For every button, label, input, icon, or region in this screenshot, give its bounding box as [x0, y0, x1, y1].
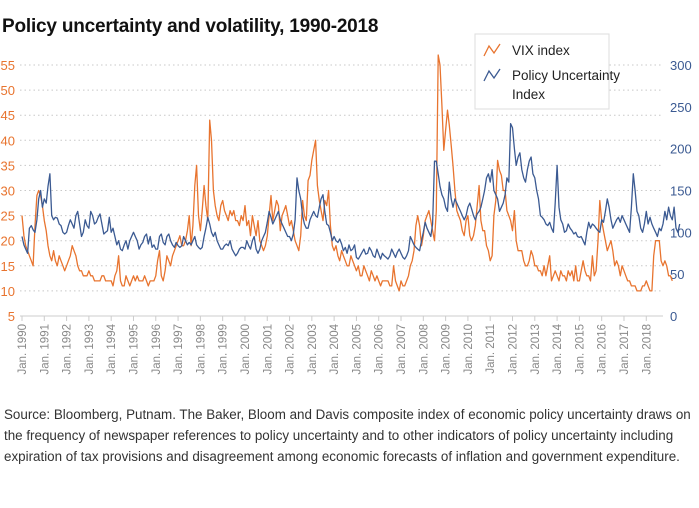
source-note: Source: Bloomberg, Putnam. The Baker, Bl… [4, 407, 691, 464]
left-axis: 5 10 15 20 25 30 35 40 45 50 55 [1, 58, 15, 324]
policy-legend-icon [483, 68, 501, 82]
x-tick-label: Jan. 1999 [218, 324, 230, 375]
right-tick-label: 0 [670, 309, 677, 324]
x-tick-label: Jan. 2012 [508, 324, 520, 375]
legend-label-policy-line2: Index [512, 87, 545, 102]
x-tick-label: Jan. 1998 [195, 324, 207, 375]
x-tick-label: Jan. 2010 [463, 324, 475, 375]
x-tick-label: Jan. 2006 [374, 324, 386, 375]
x-tick-label: Jan. 2007 [396, 324, 408, 375]
legend-label-vix: VIX index [512, 43, 570, 58]
x-tick-label: Jan. 2000 [240, 324, 252, 375]
left-tick-label: 35 [1, 158, 15, 173]
x-axis: Jan. 1990 Jan. 1991 Jan. 1992 Jan. 1993 Jan.… [17, 315, 663, 375]
x-tick-label: Jan. 2009 [441, 324, 453, 375]
right-tick-label: 50 [670, 267, 684, 282]
x-tick-label: Jan. 2001 [262, 324, 274, 375]
left-tick-label: 55 [1, 58, 15, 73]
left-tick-label: 10 [1, 284, 15, 299]
left-tick-label: 15 [1, 259, 15, 274]
left-tick-label: 20 [1, 234, 15, 249]
left-tick-label: 25 [1, 209, 15, 224]
x-tick-label: Jan. 1996 [151, 324, 163, 375]
x-tick-label: Jan. 2018 [641, 324, 653, 375]
series-lines [21, 54, 681, 292]
policy-uncertainty-series-line [21, 122, 681, 260]
x-tick-label: Jan. 2014 [552, 323, 564, 374]
left-tick-label: 45 [1, 108, 15, 123]
right-tick-label: 300 [670, 58, 692, 73]
right-tick-label: 150 [670, 184, 692, 199]
left-tick-label: 40 [1, 133, 15, 148]
x-tick-label: Jan. 1995 [128, 324, 140, 375]
right-tick-label: 200 [670, 142, 692, 157]
right-tick-label: 250 [670, 100, 692, 115]
x-tick-label: Jan. 2005 [351, 324, 363, 375]
right-tick-label: 100 [670, 225, 692, 240]
x-tick-label: Jan. 1997 [173, 324, 185, 375]
left-tick-label: 50 [1, 83, 15, 98]
x-tick-label: Jan. 2002 [285, 324, 297, 375]
left-tick-label: 5 [8, 309, 15, 324]
legend-label-policy-line1: Policy Uncertainty [512, 68, 620, 83]
x-tick-label: Jan. 2016 [597, 324, 609, 375]
x-tick-label: Jan. 1992 [62, 324, 74, 375]
legend-box [474, 33, 610, 110]
x-tick-label: Jan. 2015 [574, 324, 586, 375]
x-tick-label: Jan. 1991 [39, 324, 51, 375]
right-axis: 0 50 100 150 200 250 300 [670, 58, 692, 324]
vix-legend-icon [483, 43, 501, 57]
left-tick-label: 30 [1, 184, 15, 199]
x-tick-label: Jan. 2008 [418, 324, 430, 375]
x-tick-label: Jan. 2013 [530, 324, 542, 375]
vix-series-line [21, 54, 673, 292]
x-tick-label: Jan. 2011 [485, 324, 497, 374]
x-tick-label: Jan. 1994 [106, 323, 118, 374]
x-tick-label: Jan. 2004 [329, 323, 341, 374]
x-tick-label: Jan. 1993 [84, 324, 96, 375]
x-tick-label: Jan. 2017 [619, 324, 631, 375]
chart-svg: Jan. 1990 Jan. 1991 Jan. 1992 Jan. 1993 Jan.… [1, 33, 692, 375]
x-tick-label: Jan. 2003 [307, 324, 319, 375]
legend: VIX index Policy Uncertainty Index [474, 33, 620, 110]
chart-title: Policy uncertainty and volatility, 1990-… [2, 16, 379, 37]
x-tick-label: Jan. 1990 [17, 324, 29, 375]
